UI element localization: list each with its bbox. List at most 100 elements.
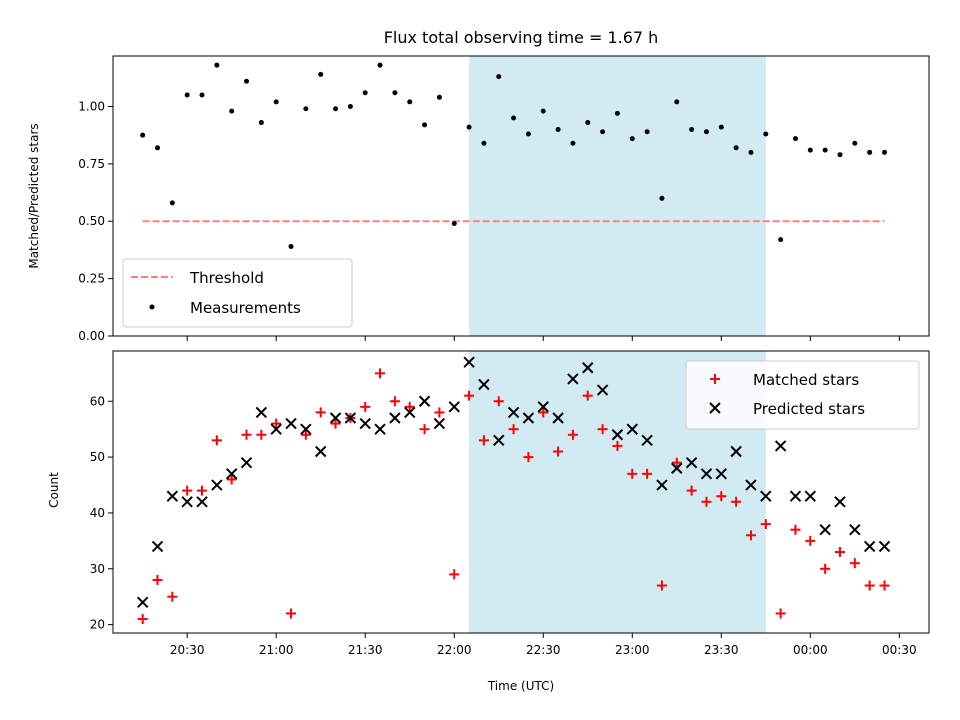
- measurement-point: [362, 90, 368, 96]
- bottom-y-tick-label: 60: [90, 394, 105, 408]
- predicted-marker-b: [433, 417, 446, 430]
- predicted-marker-b: [834, 496, 846, 508]
- predicted-star-point: [834, 496, 846, 508]
- predicted-star-point: [181, 496, 193, 508]
- matched-star-point: [805, 535, 816, 546]
- predicted-star-point: [804, 490, 817, 502]
- predicted-star-point: [315, 445, 327, 458]
- measurement-point: [377, 62, 383, 68]
- measurement-point: [451, 221, 457, 227]
- matched-star-point: [760, 519, 771, 530]
- matched-star-point: [197, 485, 208, 496]
- predicted-star-point: [685, 456, 698, 469]
- matched-star-point: [864, 580, 875, 591]
- measurement-point: [347, 103, 353, 109]
- measurement-point: [807, 147, 813, 153]
- predicted-star-point: [211, 479, 223, 491]
- measurement-point: [392, 90, 398, 96]
- matched-star-point: [493, 396, 504, 407]
- matched-star-point: [716, 491, 727, 502]
- predicted-marker-b: [389, 412, 401, 424]
- predicted-marker-b: [715, 468, 727, 480]
- predicted-marker-b: [463, 356, 475, 368]
- measurement-point: [570, 140, 576, 146]
- top-plot-frame: [112, 55, 930, 337]
- measurement-point: [614, 110, 620, 116]
- matched-star-point: [538, 407, 549, 418]
- predicted-star-point: [493, 434, 505, 447]
- matched-star-point: [449, 569, 460, 580]
- predicted-marker-b: [641, 434, 653, 447]
- predicted-star-point: [819, 523, 831, 536]
- predicted-marker-b: [418, 395, 431, 407]
- predicted-marker-b: [300, 423, 312, 435]
- predicted-star-point: [507, 406, 520, 419]
- predicted-star-point: [641, 434, 653, 447]
- predicted-star-point: [567, 373, 579, 385]
- predicted-marker-b: [789, 490, 802, 502]
- measurement-point: [273, 99, 279, 105]
- top-y-tick-label: 0.75: [78, 157, 105, 171]
- measurement-point: [703, 129, 709, 135]
- chart-title: Flux total observing time = 1.67 h: [384, 28, 659, 47]
- predicted-marker-b: [804, 490, 817, 502]
- predicted-star-point: [715, 468, 727, 480]
- measurement-point: [318, 71, 324, 77]
- predicted-marker-b: [671, 462, 683, 474]
- predicted-star-point: [582, 362, 594, 374]
- measurement-point: [644, 129, 650, 135]
- measurement-point: [525, 131, 531, 137]
- predicted-star-point: [404, 406, 416, 419]
- measurement-point: [466, 124, 472, 130]
- predicted-marker-b: [878, 540, 891, 553]
- predicted-star-point: [700, 468, 713, 480]
- measurement-point: [288, 243, 294, 249]
- matched-star-point: [300, 429, 311, 440]
- x-tick-label: 23:00: [615, 643, 650, 657]
- measurement-point: [718, 124, 724, 130]
- matched-star-point: [790, 524, 801, 535]
- measurement-point: [511, 115, 517, 121]
- matched-star-point: [731, 496, 742, 507]
- predicted-marker-b: [166, 490, 179, 502]
- legend-threshold-label: Threshold: [189, 269, 264, 287]
- matched-star-point: [612, 440, 623, 451]
- predicted-marker-b: [404, 406, 416, 419]
- predicted-star-point: [774, 440, 787, 452]
- legend-matched-swatch: [710, 374, 720, 384]
- predicted-star-point: [656, 479, 668, 491]
- predicted-star-point: [359, 417, 371, 430]
- predicted-star-point: [596, 384, 609, 396]
- x-tick-label: 20:30: [170, 643, 205, 657]
- x-tick-label: 00:00: [793, 643, 828, 657]
- predicted-marker-b: [315, 445, 327, 458]
- legend-matched-label: Matched stars: [753, 371, 859, 389]
- legend-predicted-swatch: [709, 402, 721, 414]
- predicted-star-point: [344, 412, 357, 424]
- predicted-star-point: [478, 378, 490, 391]
- measurement-point: [792, 136, 798, 142]
- predicted-marker-b: [730, 445, 742, 458]
- predicted-marker-b: [196, 496, 208, 508]
- predicted-star-point: [166, 490, 179, 502]
- top-observing-window: [469, 56, 766, 336]
- predicted-marker-b: [626, 423, 638, 435]
- predicted-star-point: [240, 456, 253, 469]
- matched-star-point: [271, 418, 282, 429]
- bottom-legend: Matched stars Predicted stars: [685, 360, 920, 430]
- bottom-panel: 20 30 40 50 60 20:30 21:00 21:30 22:00 22:30 23:00…: [90, 350, 930, 657]
- matched-star-point: [419, 424, 430, 435]
- predicted-star-point: [151, 540, 164, 553]
- matched-star-point: [686, 485, 697, 496]
- top-y-tick-label: 0.00: [78, 329, 105, 343]
- matched-star-point: [478, 435, 489, 446]
- matched-star-point: [523, 452, 534, 463]
- predicted-star-point: [789, 490, 802, 502]
- predicted-marker-b: [181, 496, 193, 508]
- measurement-point: [155, 145, 161, 151]
- predicted-marker-b: [745, 479, 757, 491]
- matched-star-point: [182, 485, 193, 496]
- predicted-marker-b: [225, 468, 238, 480]
- measurement-point: [140, 132, 146, 138]
- predicted-marker-b: [136, 596, 149, 608]
